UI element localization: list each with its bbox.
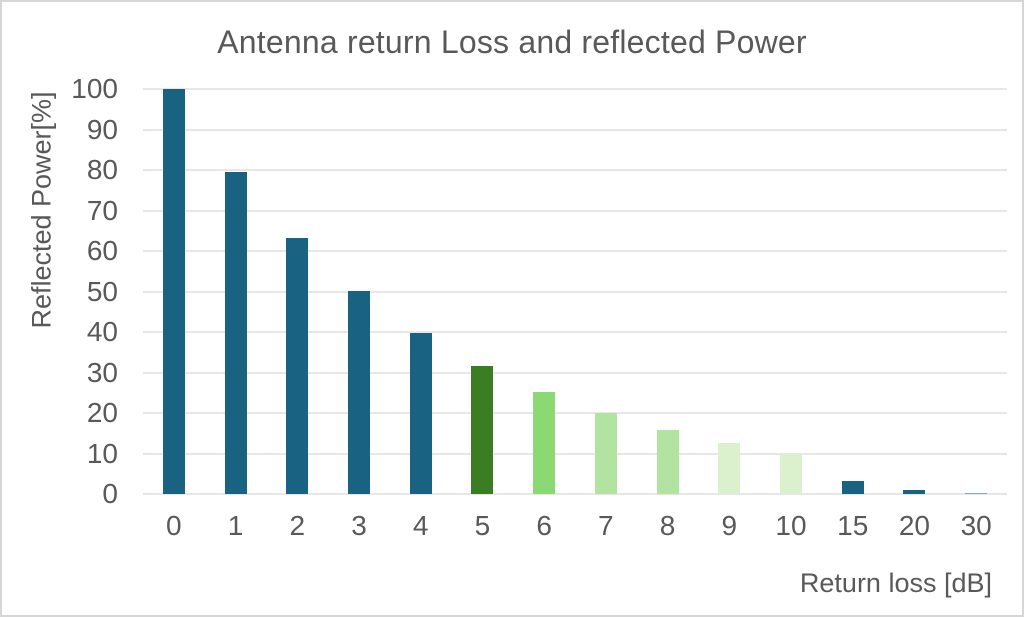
x-tick-label-15: 15 [837, 510, 869, 541]
y-tick-label-70: 70 [86, 194, 118, 226]
x-tick-label-2: 2 [289, 510, 306, 541]
x-tick-label-20: 20 [898, 510, 930, 541]
bar-20dB [903, 489, 926, 494]
x-axis-title: Return loss [dB] [799, 568, 992, 598]
y-tick-label-40: 40 [86, 316, 118, 347]
chart-title: Antenna return Loss and reflected Power [217, 24, 807, 60]
x-tick-label-5: 5 [474, 510, 491, 541]
y-axis-tick-labels: 0 10 20 30 40 50 60 70 80 90 100 [2, 75, 128, 508]
y-tick-label-0: 0 [102, 478, 118, 509]
y-tick-label-60: 60 [86, 235, 118, 266]
y-tick-label-90: 90 [86, 113, 118, 145]
bar-10dB [780, 453, 802, 494]
x-axis-tick-labels: 0 1 2 3 4 5 6 7 8 9 10 15 20 30 [143, 510, 1007, 550]
gridline-70 [143, 209, 1007, 212]
y-tick-label-10: 10 [86, 437, 118, 469]
x-tick-label-4: 4 [412, 510, 429, 541]
plot-area [143, 88, 1007, 495]
x-tick-label-0: 0 [166, 510, 182, 541]
bar-1dB [224, 172, 247, 494]
x-tick-label-6: 6 [536, 510, 552, 541]
bar-30dB [965, 493, 988, 494]
gridline-60 [143, 250, 1007, 252]
y-tick-label-100: 100 [71, 73, 118, 104]
x-tick-label-3: 3 [351, 510, 367, 541]
y-tick-label-80: 80 [86, 154, 118, 185]
bar-0dB [162, 89, 185, 494]
bar-9dB [718, 442, 741, 494]
gridline-10 [143, 452, 1007, 455]
x-tick-label-1: 1 [227, 510, 244, 541]
bar-15dB [841, 481, 864, 494]
gridline-30 [143, 371, 1007, 374]
x-tick-label-8: 8 [659, 510, 676, 541]
gridline-0 [143, 493, 1007, 495]
x-tick-label-7: 7 [598, 510, 614, 541]
gridline-90 [143, 128, 1007, 131]
y-tick-label-30: 30 [86, 356, 118, 388]
bar-8dB [656, 430, 679, 494]
gridline-100 [143, 88, 1007, 90]
gridline-20 [143, 412, 1007, 414]
bar-3dB [348, 291, 370, 494]
x-tick-label-30: 30 [960, 510, 992, 541]
bar-5dB [471, 366, 494, 494]
x-tick-label-10: 10 [775, 510, 807, 541]
gridline-40 [143, 331, 1007, 333]
bar-4dB [409, 332, 432, 494]
bar-7dB [594, 413, 617, 494]
gridline-50 [143, 290, 1007, 293]
gridline-80 [143, 169, 1007, 171]
y-tick-label-20: 20 [86, 397, 118, 428]
x-tick-label-9: 9 [721, 510, 738, 541]
bar-6dB [533, 392, 556, 494]
bar-2dB [286, 238, 309, 494]
y-tick-label-50: 50 [86, 275, 118, 307]
